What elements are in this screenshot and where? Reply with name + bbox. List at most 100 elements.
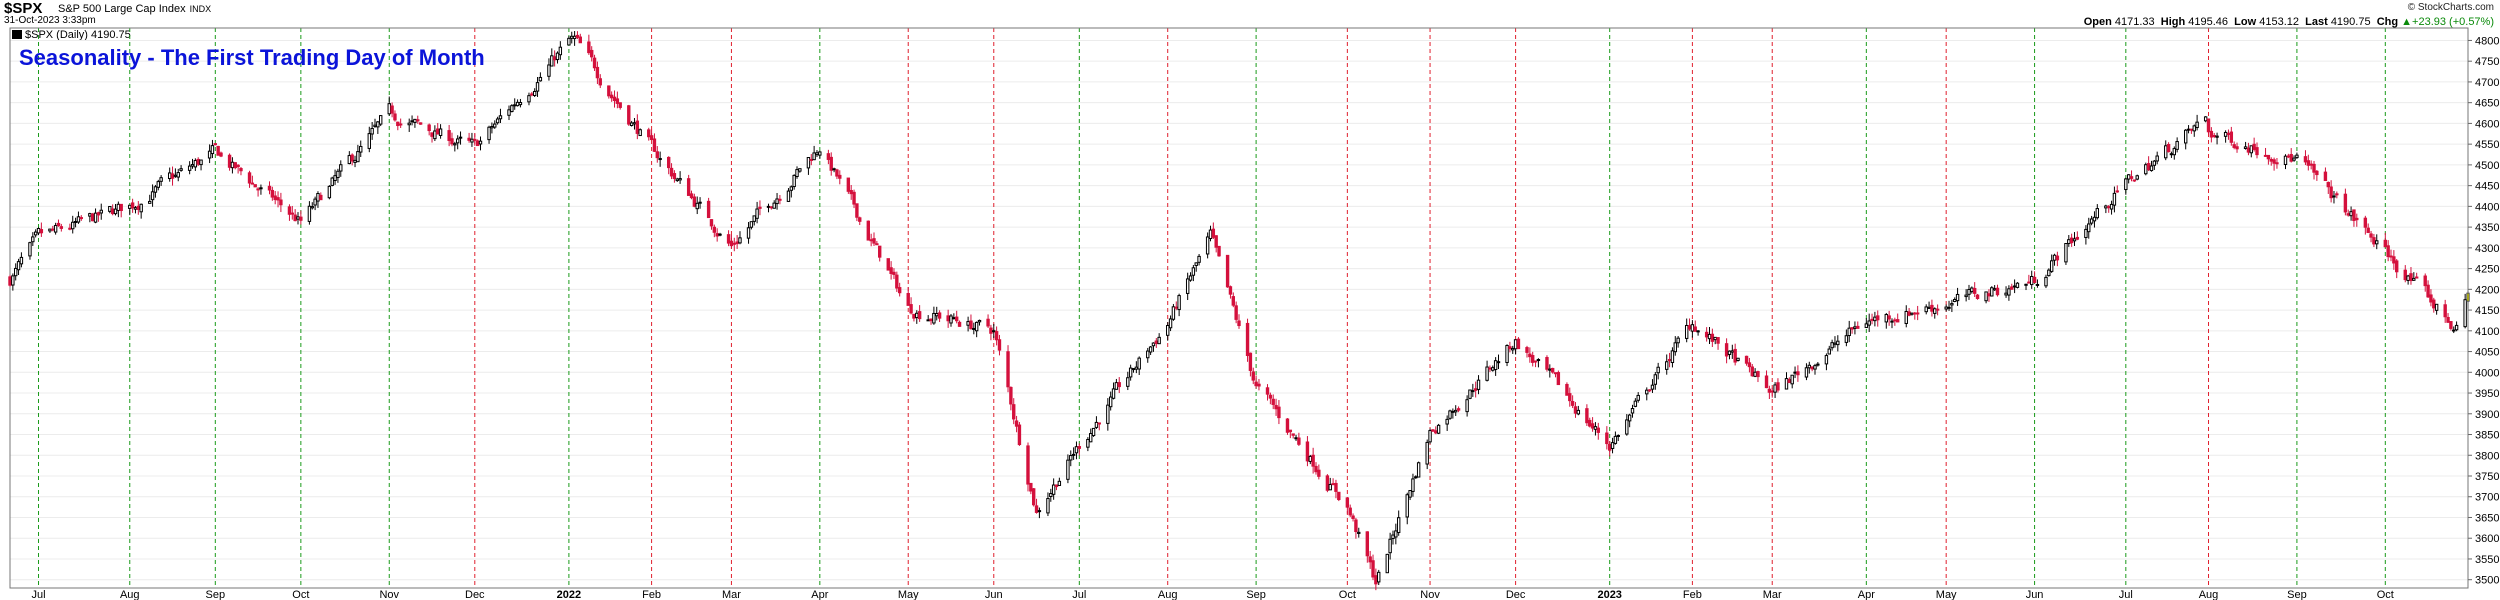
candle-body xyxy=(1528,353,1532,358)
candles xyxy=(8,31,2470,591)
candle-body xyxy=(2249,145,2253,154)
candle-body xyxy=(1205,236,1210,255)
candle-body xyxy=(156,181,160,188)
candle-body xyxy=(952,317,956,320)
candle-body xyxy=(256,188,260,191)
candle-body xyxy=(538,76,543,82)
candle-body xyxy=(2252,143,2256,150)
candle-body xyxy=(2226,132,2231,136)
candle-body xyxy=(1630,408,1635,414)
x-tick-label: Aug xyxy=(1158,589,1178,600)
candle-body xyxy=(1334,482,1338,492)
candle-body xyxy=(775,198,779,205)
x-tick-label: Oct xyxy=(2377,589,2394,600)
candle-body xyxy=(2389,255,2393,258)
y-tick-label: 4350 xyxy=(2475,222,2499,234)
candle-body xyxy=(2124,178,2128,191)
candle-body xyxy=(1357,531,1361,534)
candle-body xyxy=(1764,375,1769,389)
candle-body xyxy=(1513,339,1518,350)
candle-body xyxy=(1374,575,1378,585)
candle-body xyxy=(373,124,377,127)
candle-body xyxy=(1790,374,1794,385)
candle-body xyxy=(558,46,563,56)
candle-body xyxy=(239,168,243,172)
candle-body xyxy=(196,158,200,165)
candle-body xyxy=(815,152,819,156)
candle-body xyxy=(1086,438,1090,448)
candle-body xyxy=(427,124,431,132)
candle-body xyxy=(1935,308,1940,311)
candle-body xyxy=(1864,323,1869,328)
candle-body xyxy=(2146,163,2151,171)
candle-body xyxy=(897,287,902,294)
candle-body xyxy=(895,274,899,289)
candle-body xyxy=(450,138,454,145)
candle-body xyxy=(2132,179,2137,182)
candle-body xyxy=(33,231,38,236)
candle-body xyxy=(1536,359,1541,362)
candle-body xyxy=(1650,384,1655,390)
candle-body xyxy=(698,201,702,204)
candle-body xyxy=(1012,404,1016,420)
candle-body xyxy=(14,267,18,277)
candle-body xyxy=(1610,442,1615,449)
candle-body xyxy=(1228,286,1233,295)
candle-body xyxy=(607,85,611,97)
y-tick-label: 4500 xyxy=(2475,160,2499,172)
candle-body xyxy=(578,36,582,44)
x-tick-label: Dec xyxy=(1506,589,1526,600)
x-tick-label: Feb xyxy=(642,589,661,600)
candle-body xyxy=(1257,383,1261,387)
candle-body xyxy=(1590,423,1595,429)
candle-body xyxy=(1485,366,1489,381)
x-tick-label: Feb xyxy=(1683,589,1702,600)
y-tick-label: 4450 xyxy=(2475,181,2499,193)
candle-body xyxy=(273,195,277,201)
candle-body xyxy=(276,197,280,201)
candle-body xyxy=(393,113,397,121)
candle-body xyxy=(826,153,831,160)
candle-body xyxy=(490,126,494,129)
candle-body xyxy=(339,164,343,172)
candle-body xyxy=(1348,507,1352,516)
candle-body xyxy=(1031,488,1036,506)
candle-body xyxy=(216,145,220,156)
candle-body xyxy=(892,271,896,275)
candle-body xyxy=(1716,337,1720,344)
candle-body xyxy=(1807,364,1811,369)
candle-body xyxy=(347,155,352,165)
candle-body xyxy=(1057,480,1062,486)
candle-body xyxy=(2434,303,2439,311)
candle-body xyxy=(835,169,839,177)
candle-body xyxy=(2055,255,2060,261)
candle-body xyxy=(473,138,477,141)
candle-body xyxy=(1955,293,1960,302)
candle-body xyxy=(598,78,602,86)
candle-body xyxy=(695,202,699,210)
candle-body xyxy=(1847,327,1851,337)
candle-body xyxy=(2246,147,2251,153)
candle-body xyxy=(957,321,962,327)
candle-body xyxy=(1368,556,1372,563)
candle-body xyxy=(1254,381,1258,387)
candle-body xyxy=(2275,162,2279,165)
candle-body xyxy=(1588,419,1592,427)
candle-body xyxy=(515,101,520,107)
candle-body xyxy=(989,327,993,334)
candle-body xyxy=(1733,348,1737,363)
candle-body xyxy=(310,206,314,209)
candle-body xyxy=(1573,406,1578,414)
candle-body xyxy=(193,160,198,168)
candle-body xyxy=(1396,517,1401,533)
candle-body xyxy=(2235,146,2239,150)
candle-body xyxy=(267,185,272,191)
candle-body xyxy=(2049,260,2054,272)
candle-body xyxy=(869,239,873,242)
candle-body xyxy=(1596,427,1600,433)
candle-body xyxy=(90,213,95,222)
candle-body xyxy=(296,216,300,220)
candle-body xyxy=(1268,394,1273,399)
candle-body xyxy=(1787,379,1792,384)
candle-body xyxy=(629,122,634,126)
